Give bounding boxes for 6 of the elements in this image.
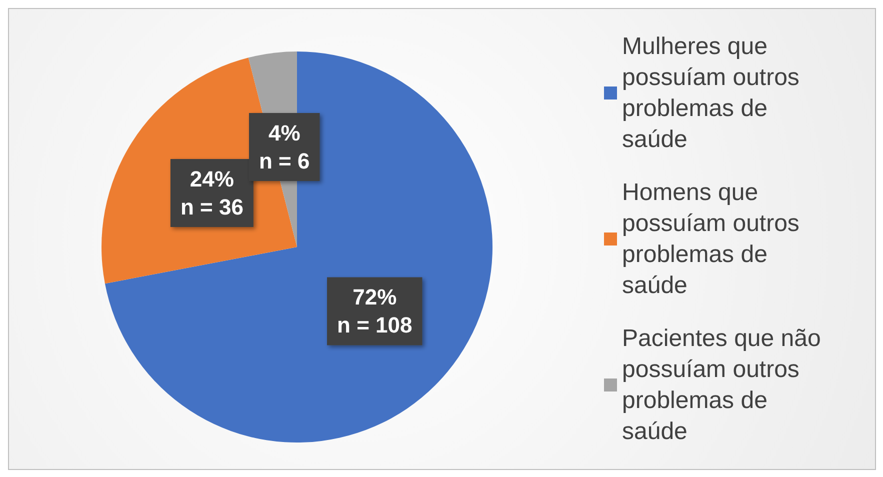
legend-label: Mulheres que possuíam outros problemas de saúde (622, 33, 806, 153)
legend-label: Homens que possuíam outros problemas de saúde (622, 179, 806, 299)
data-label: 72% n = 108 (337, 284, 412, 338)
data-label: 24% n = 36 (180, 166, 244, 220)
legend-label: Pacientes que não possuíam outros problemas de saúde (622, 325, 828, 445)
data-label: 4% n = 6 (259, 120, 310, 174)
